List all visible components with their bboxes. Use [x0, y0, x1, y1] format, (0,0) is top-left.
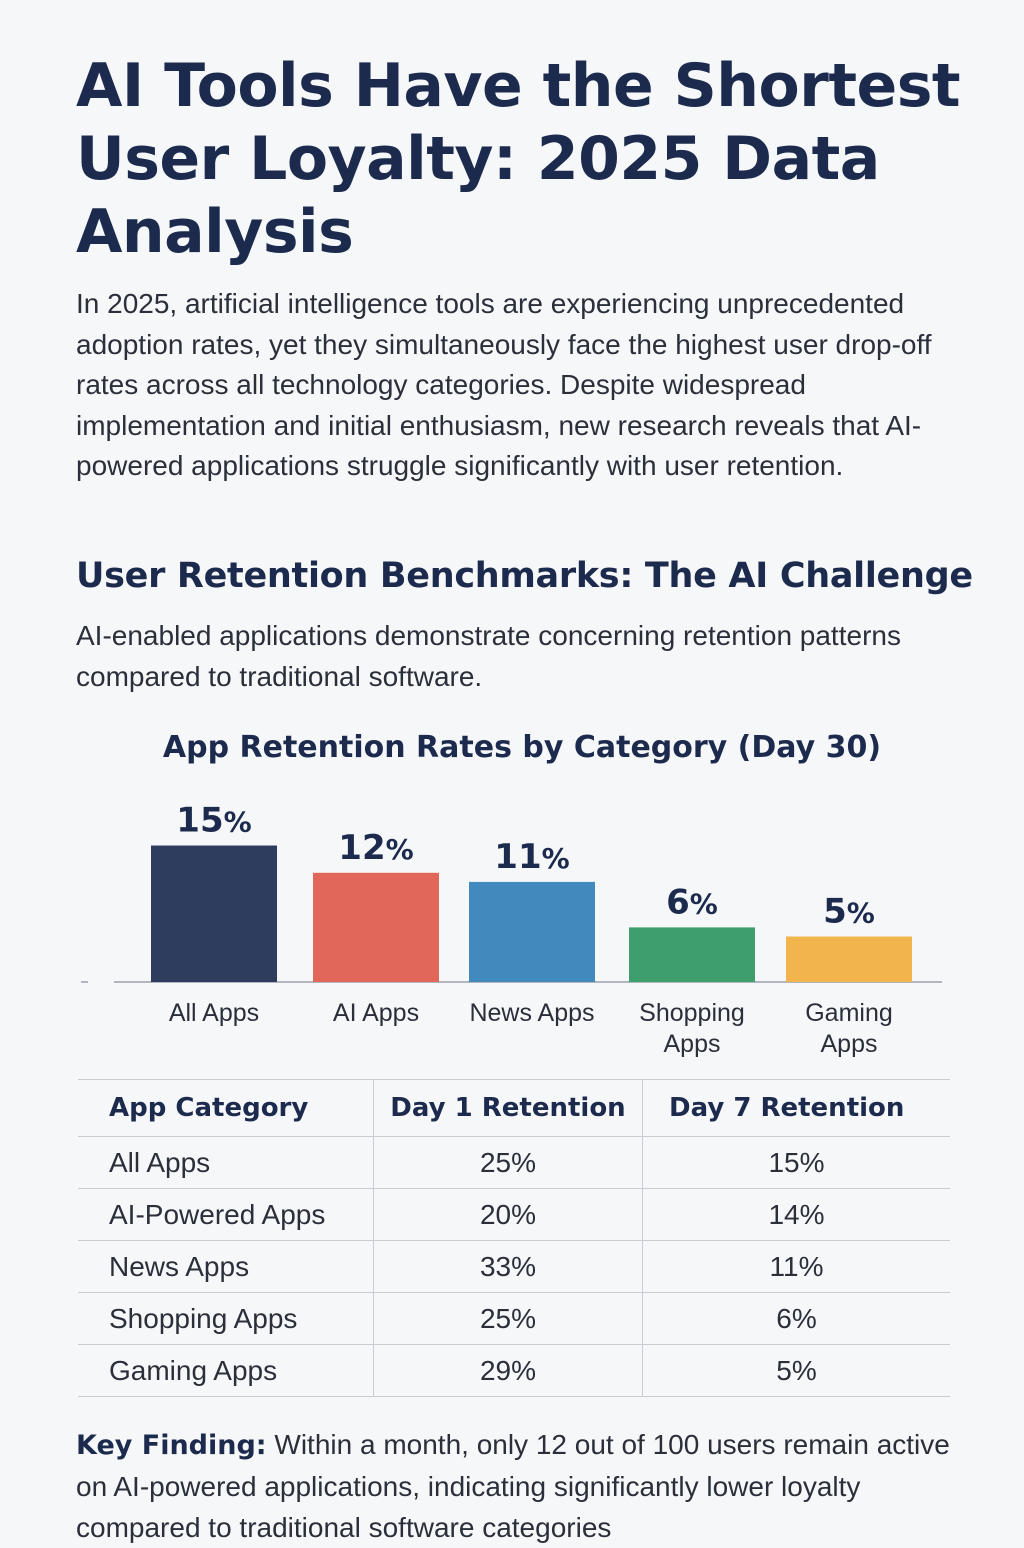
table-cell: 25%: [373, 1292, 643, 1345]
table-cell: 29%: [373, 1344, 643, 1397]
category-tick-label: Gaming Apps: [805, 999, 893, 1058]
bar-all-apps: [151, 845, 277, 982]
bar-news-apps: [469, 881, 595, 982]
table-cell: Shopping Apps: [78, 1292, 374, 1345]
table-header: Day 1 Retention: [373, 1079, 643, 1137]
bar-shopping-apps: [629, 927, 755, 982]
table-cell: 11%: [642, 1240, 950, 1293]
table-cell: All Apps: [78, 1136, 374, 1189]
table-cell: 33%: [373, 1240, 643, 1293]
bar-value-label: 12%: [338, 828, 413, 868]
key-finding-label: Key Finding:: [76, 1430, 267, 1461]
category-tick-label: News Apps: [469, 999, 594, 1027]
table-row: News Apps 33% 11%: [78, 1240, 950, 1293]
table-header: App Category: [78, 1079, 374, 1137]
table-cell: 15%: [642, 1136, 950, 1189]
category-tick-label: Shopping Apps: [639, 999, 745, 1058]
table-header-row: App Category Day 1 Retention Day 7 Reten…: [78, 1079, 950, 1137]
table-cell: 6%: [642, 1292, 950, 1345]
table-row: Shopping Apps 25% 6%: [78, 1292, 950, 1345]
table-row: All Apps 25% 15%: [78, 1136, 950, 1189]
retention-bar-chart: 15% All Apps 12% AI Apps 11% News Apps 6% Shopp…: [81, 801, 942, 1058]
table-header: Day 7 Retention: [642, 1079, 950, 1137]
category-tick-label: AI Apps: [333, 999, 419, 1027]
bar-ai-apps: [313, 872, 439, 982]
bar-value-label: 11%: [494, 837, 569, 877]
table-cell: AI-Powered Apps: [78, 1188, 374, 1241]
key-finding: Key Finding: Within a month, only 12 out…: [76, 1424, 956, 1548]
section-paragraph: AI-enabled applications demonstrate conc…: [76, 620, 901, 692]
table-cell: Gaming Apps: [78, 1344, 374, 1397]
page-title: AI Tools Have the Shortest User Loyalty:…: [76, 51, 961, 267]
bar-value-label: 5%: [823, 892, 875, 932]
retention-table: App Category Day 1 Retention Day 7 Reten…: [78, 1079, 950, 1397]
intro-paragraph: In 2025, artificial intelligence tools a…: [76, 288, 932, 481]
table-cell: 20%: [373, 1188, 643, 1241]
bar-gaming-apps: [786, 936, 912, 982]
key-finding-text: Within a month, only 12 out of 100 users…: [76, 1429, 950, 1543]
table-row: AI-Powered Apps 20% 14%: [78, 1188, 950, 1241]
bar-value-label: 6%: [666, 882, 718, 922]
section-heading: User Retention Benchmarks: The AI Challe…: [76, 556, 973, 596]
chart-bars: 15% All Apps 12% AI Apps 11% News Apps 6% Shopp…: [151, 801, 912, 1058]
bar-value-label: 15%: [176, 801, 251, 841]
table-row: Gaming Apps 29% 5%: [78, 1344, 950, 1397]
table-cell: 25%: [373, 1136, 643, 1189]
table-cell: News Apps: [78, 1240, 374, 1293]
table-cell: 14%: [642, 1188, 950, 1241]
table-cell: 5%: [642, 1344, 950, 1397]
chart-title: App Retention Rates by Category (Day 30): [162, 730, 882, 765]
category-tick-label: All Apps: [169, 999, 259, 1027]
